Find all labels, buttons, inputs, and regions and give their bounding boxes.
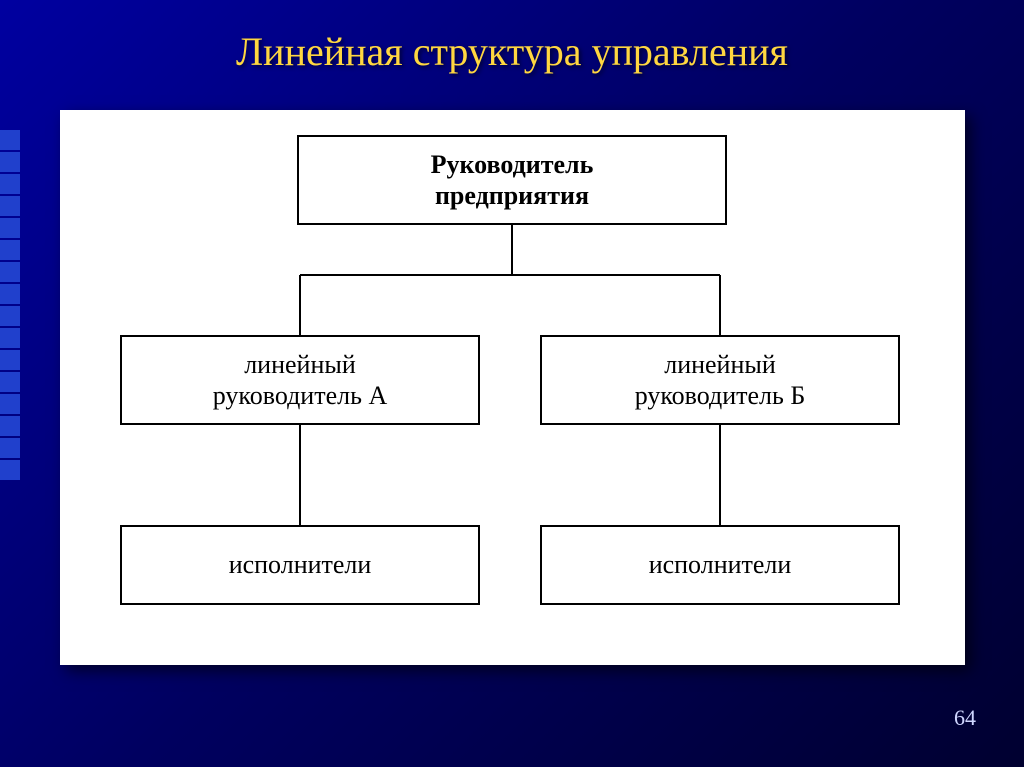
org-node-root: Руководительпредприятия: [297, 135, 727, 225]
org-node-mgrB: линейныйруководитель Б: [540, 335, 900, 425]
org-node-execA: исполнители: [120, 525, 480, 605]
org-node-mgrA: линейныйруководитель А: [120, 335, 480, 425]
diagram-panel: Руководительпредприятия линейныйруководит…: [60, 110, 965, 665]
org-node-execB: исполнители: [540, 525, 900, 605]
decorative-side-squares: [0, 130, 20, 482]
page-number: 64: [954, 705, 976, 731]
slide-title: Линейная структура управления: [0, 0, 1024, 75]
org-chart: Руководительпредприятия линейныйруководит…: [60, 110, 965, 665]
